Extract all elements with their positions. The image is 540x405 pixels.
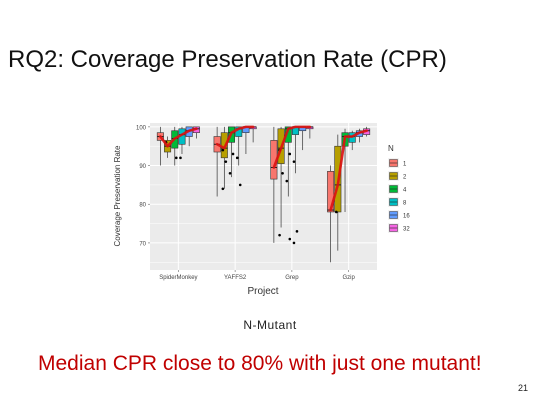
outlier-point — [179, 156, 182, 160]
legend-label: 1 — [403, 162, 407, 168]
axis-ticks: 70 80 90 100 SpiderMonkey YAFFS2 Grep Gzip — [136, 125, 355, 281]
slide-title: RQ2: Coverage Preservation Rate (CPR) — [8, 46, 447, 73]
x-tick-label: Grep — [285, 275, 299, 281]
outlier-point — [221, 187, 225, 191]
legend-label: 16 — [403, 214, 410, 220]
chart-caption: N-Mutant — [243, 318, 297, 332]
outlier-point — [231, 152, 235, 156]
outlier-point — [278, 233, 281, 237]
median-trend-line — [159, 127, 198, 148]
highlight-note: Median CPR close to 80% with just one mu… — [38, 352, 482, 375]
legend-label: 32 — [403, 227, 410, 233]
page-number: 21 — [517, 383, 528, 393]
y-tick-label: 80 — [139, 203, 146, 209]
legend-title: N — [388, 144, 394, 153]
x-tick-label: SpiderMonkey — [159, 275, 197, 281]
legend-label: 4 — [403, 188, 407, 194]
y-axis-label: Coverage Preservation Rate — [113, 145, 122, 246]
outlier-point — [288, 237, 292, 241]
y-tick-label: 100 — [136, 125, 147, 131]
trend-lines — [159, 125, 368, 212]
outlier-point — [281, 171, 284, 175]
median-trend-line — [215, 125, 255, 150]
y-tick-label: 70 — [139, 241, 146, 247]
outlier-point — [292, 160, 296, 163]
legend-label: 8 — [403, 201, 407, 207]
outlier-point — [295, 230, 299, 233]
outlier-point — [292, 241, 296, 245]
x-tick-label: YAFFS2 — [224, 275, 247, 281]
outlier-point — [228, 171, 232, 175]
outlier-point — [285, 179, 289, 183]
outlier-point — [221, 148, 225, 152]
outlier-point — [224, 160, 228, 163]
legend-label: 2 — [403, 175, 407, 181]
legend: N 1 2 4 8 16 32 — [388, 144, 410, 233]
box-1 — [327, 171, 335, 213]
median-trend-line — [329, 129, 368, 212]
outlier-point — [238, 183, 242, 187]
outlier-point — [335, 210, 338, 214]
chart-svg: 70 80 90 100 SpiderMonkey YAFFS2 Grep Gzip Cove… — [113, 123, 410, 297]
outlier-point — [174, 156, 178, 160]
outlier-point — [288, 152, 292, 156]
y-tick-label: 90 — [139, 164, 146, 170]
x-axis-label: Project — [247, 286, 278, 297]
x-tick-label: Gzip — [342, 275, 355, 281]
box-plot-chart: 70 80 90 100 SpiderMonkey YAFFS2 Grep Gzip Cove… — [108, 118, 418, 300]
outlier-point — [235, 156, 239, 160]
median-trend-line — [272, 125, 312, 169]
